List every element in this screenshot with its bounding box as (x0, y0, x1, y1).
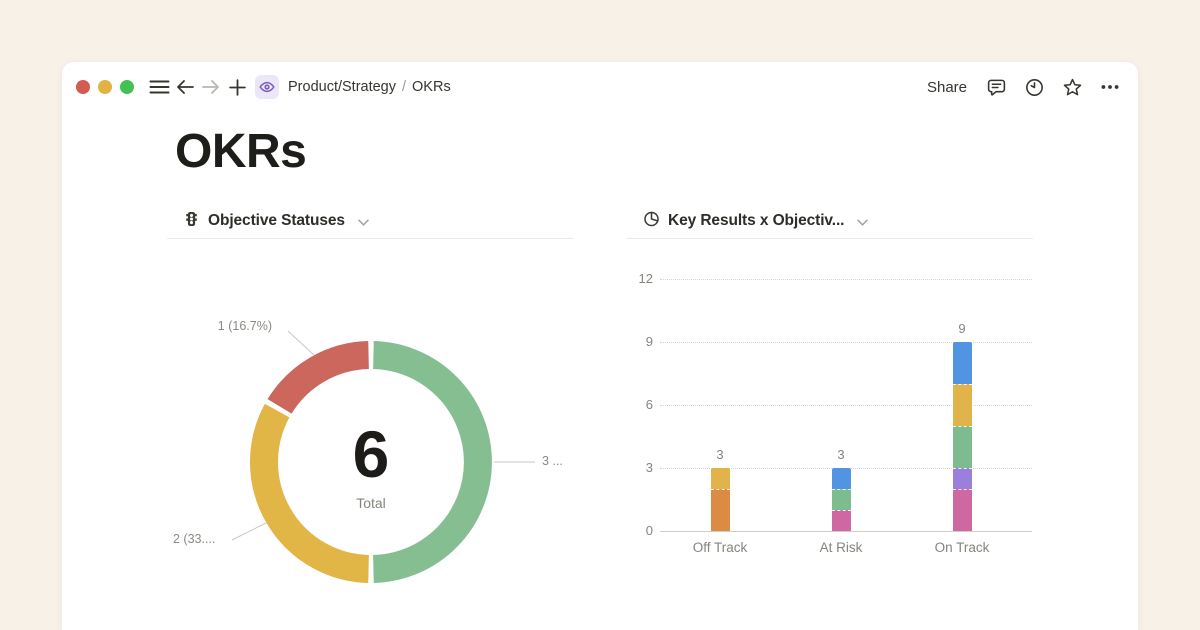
bar-plot[interactable]: 0 3 6 9 12 3 Off Track 3 At Risk 9 On Track (627, 239, 1033, 599)
y-tick-label: 3 (645, 460, 653, 475)
donut-slice-label: 1 (16.7%) (217, 319, 272, 333)
bar-total-label: 3 (837, 447, 845, 462)
clock-icon[interactable] (1021, 74, 1047, 100)
star-icon[interactable] (1059, 74, 1085, 100)
donut-slice[interactable] (267, 341, 370, 415)
chevron-down-icon (358, 213, 369, 231)
minimize-window-button[interactable] (98, 80, 112, 94)
bar-category-label: At Risk (819, 540, 863, 555)
bar-chart-header[interactable]: Key Results x Objectiv... (627, 204, 1033, 239)
bar-chart-block: Key Results x Objectiv... 0 3 6 9 12 3 Off Tra… (627, 204, 1033, 599)
share-button[interactable]: Share (926, 78, 967, 96)
app-window: Product/Strategy / OKRs Share (62, 62, 1138, 630)
bar-segment[interactable] (831, 510, 851, 531)
chevron-down-icon (857, 213, 869, 231)
bar-total-label: 9 (958, 321, 966, 336)
bar-total-label: 3 (716, 447, 724, 462)
gridline (660, 405, 1032, 406)
donut-label-line (231, 522, 267, 541)
donut-chart-title: Objective Statuses (208, 212, 345, 229)
forward-arrow-icon[interactable] (198, 74, 224, 100)
breadcrumb-current[interactable]: OKRs (412, 79, 451, 95)
donut-slice-label: 2 (33.... (173, 532, 216, 546)
donut-slices (250, 341, 492, 583)
donut-chart-header[interactable]: Objective Statuses (167, 204, 573, 239)
bar-segment[interactable] (952, 384, 972, 426)
gridline (660, 279, 1032, 280)
hamburger-icon[interactable] (146, 74, 172, 100)
bar-chart-title: Key Results x Objectiv... (668, 212, 845, 229)
plus-icon[interactable] (224, 74, 250, 100)
donut-label-line (287, 330, 315, 356)
breadcrumb-separator: / (402, 79, 407, 95)
comment-icon[interactable] (983, 74, 1009, 100)
bar-segment[interactable] (831, 489, 851, 510)
bar-category-label: On Track (934, 540, 990, 555)
x-axis-line (660, 531, 1032, 532)
y-tick-label: 6 (645, 397, 653, 412)
bar-stack[interactable] (831, 468, 851, 531)
page-eye-icon (255, 75, 279, 99)
bar-category-label: Off Track (692, 540, 748, 555)
page-title[interactable]: OKRs (175, 125, 307, 178)
breadcrumb: Product/Strategy / OKRs (288, 79, 451, 95)
bar-segment[interactable] (831, 468, 851, 489)
traffic-lights (76, 80, 134, 94)
y-tick-label: 9 (645, 334, 653, 349)
y-tick-label: 12 (638, 271, 653, 286)
bar-segment[interactable] (952, 342, 972, 384)
traffic-light-icon (183, 210, 200, 233)
donut-chart-area[interactable]: 6 Total 1 (16.7%) 2 (33.... 3 ... (167, 239, 573, 599)
donut-slice[interactable] (250, 403, 370, 583)
bar-segment[interactable] (952, 426, 972, 468)
donut-chart-block: Objective Statuses 6 Total 1 (16.7%) 2 (… (167, 204, 573, 599)
close-window-button[interactable] (76, 80, 90, 94)
bar-segment[interactable] (952, 468, 972, 489)
donut-slice-label: 3 ... (542, 454, 563, 468)
breadcrumb-parent[interactable]: Product/Strategy (288, 79, 396, 95)
donut-slice[interactable] (372, 341, 492, 583)
back-arrow-icon[interactable] (172, 74, 198, 100)
donut-svg[interactable] (167, 239, 573, 594)
bar-segment[interactable] (710, 468, 730, 489)
gridline (660, 342, 1032, 343)
bar-segment[interactable] (710, 489, 730, 531)
bar-segment[interactable] (952, 489, 972, 531)
ellipsis-icon[interactable] (1097, 74, 1123, 100)
bar-stack[interactable] (952, 342, 972, 531)
y-tick-label: 0 (645, 523, 653, 538)
toolbar-right: Share (923, 74, 1123, 100)
window-toolbar: Product/Strategy / OKRs Share (62, 62, 1138, 110)
pie-chart-icon (643, 210, 660, 233)
zoom-window-button[interactable] (120, 80, 134, 94)
bar-stack[interactable] (710, 468, 730, 531)
